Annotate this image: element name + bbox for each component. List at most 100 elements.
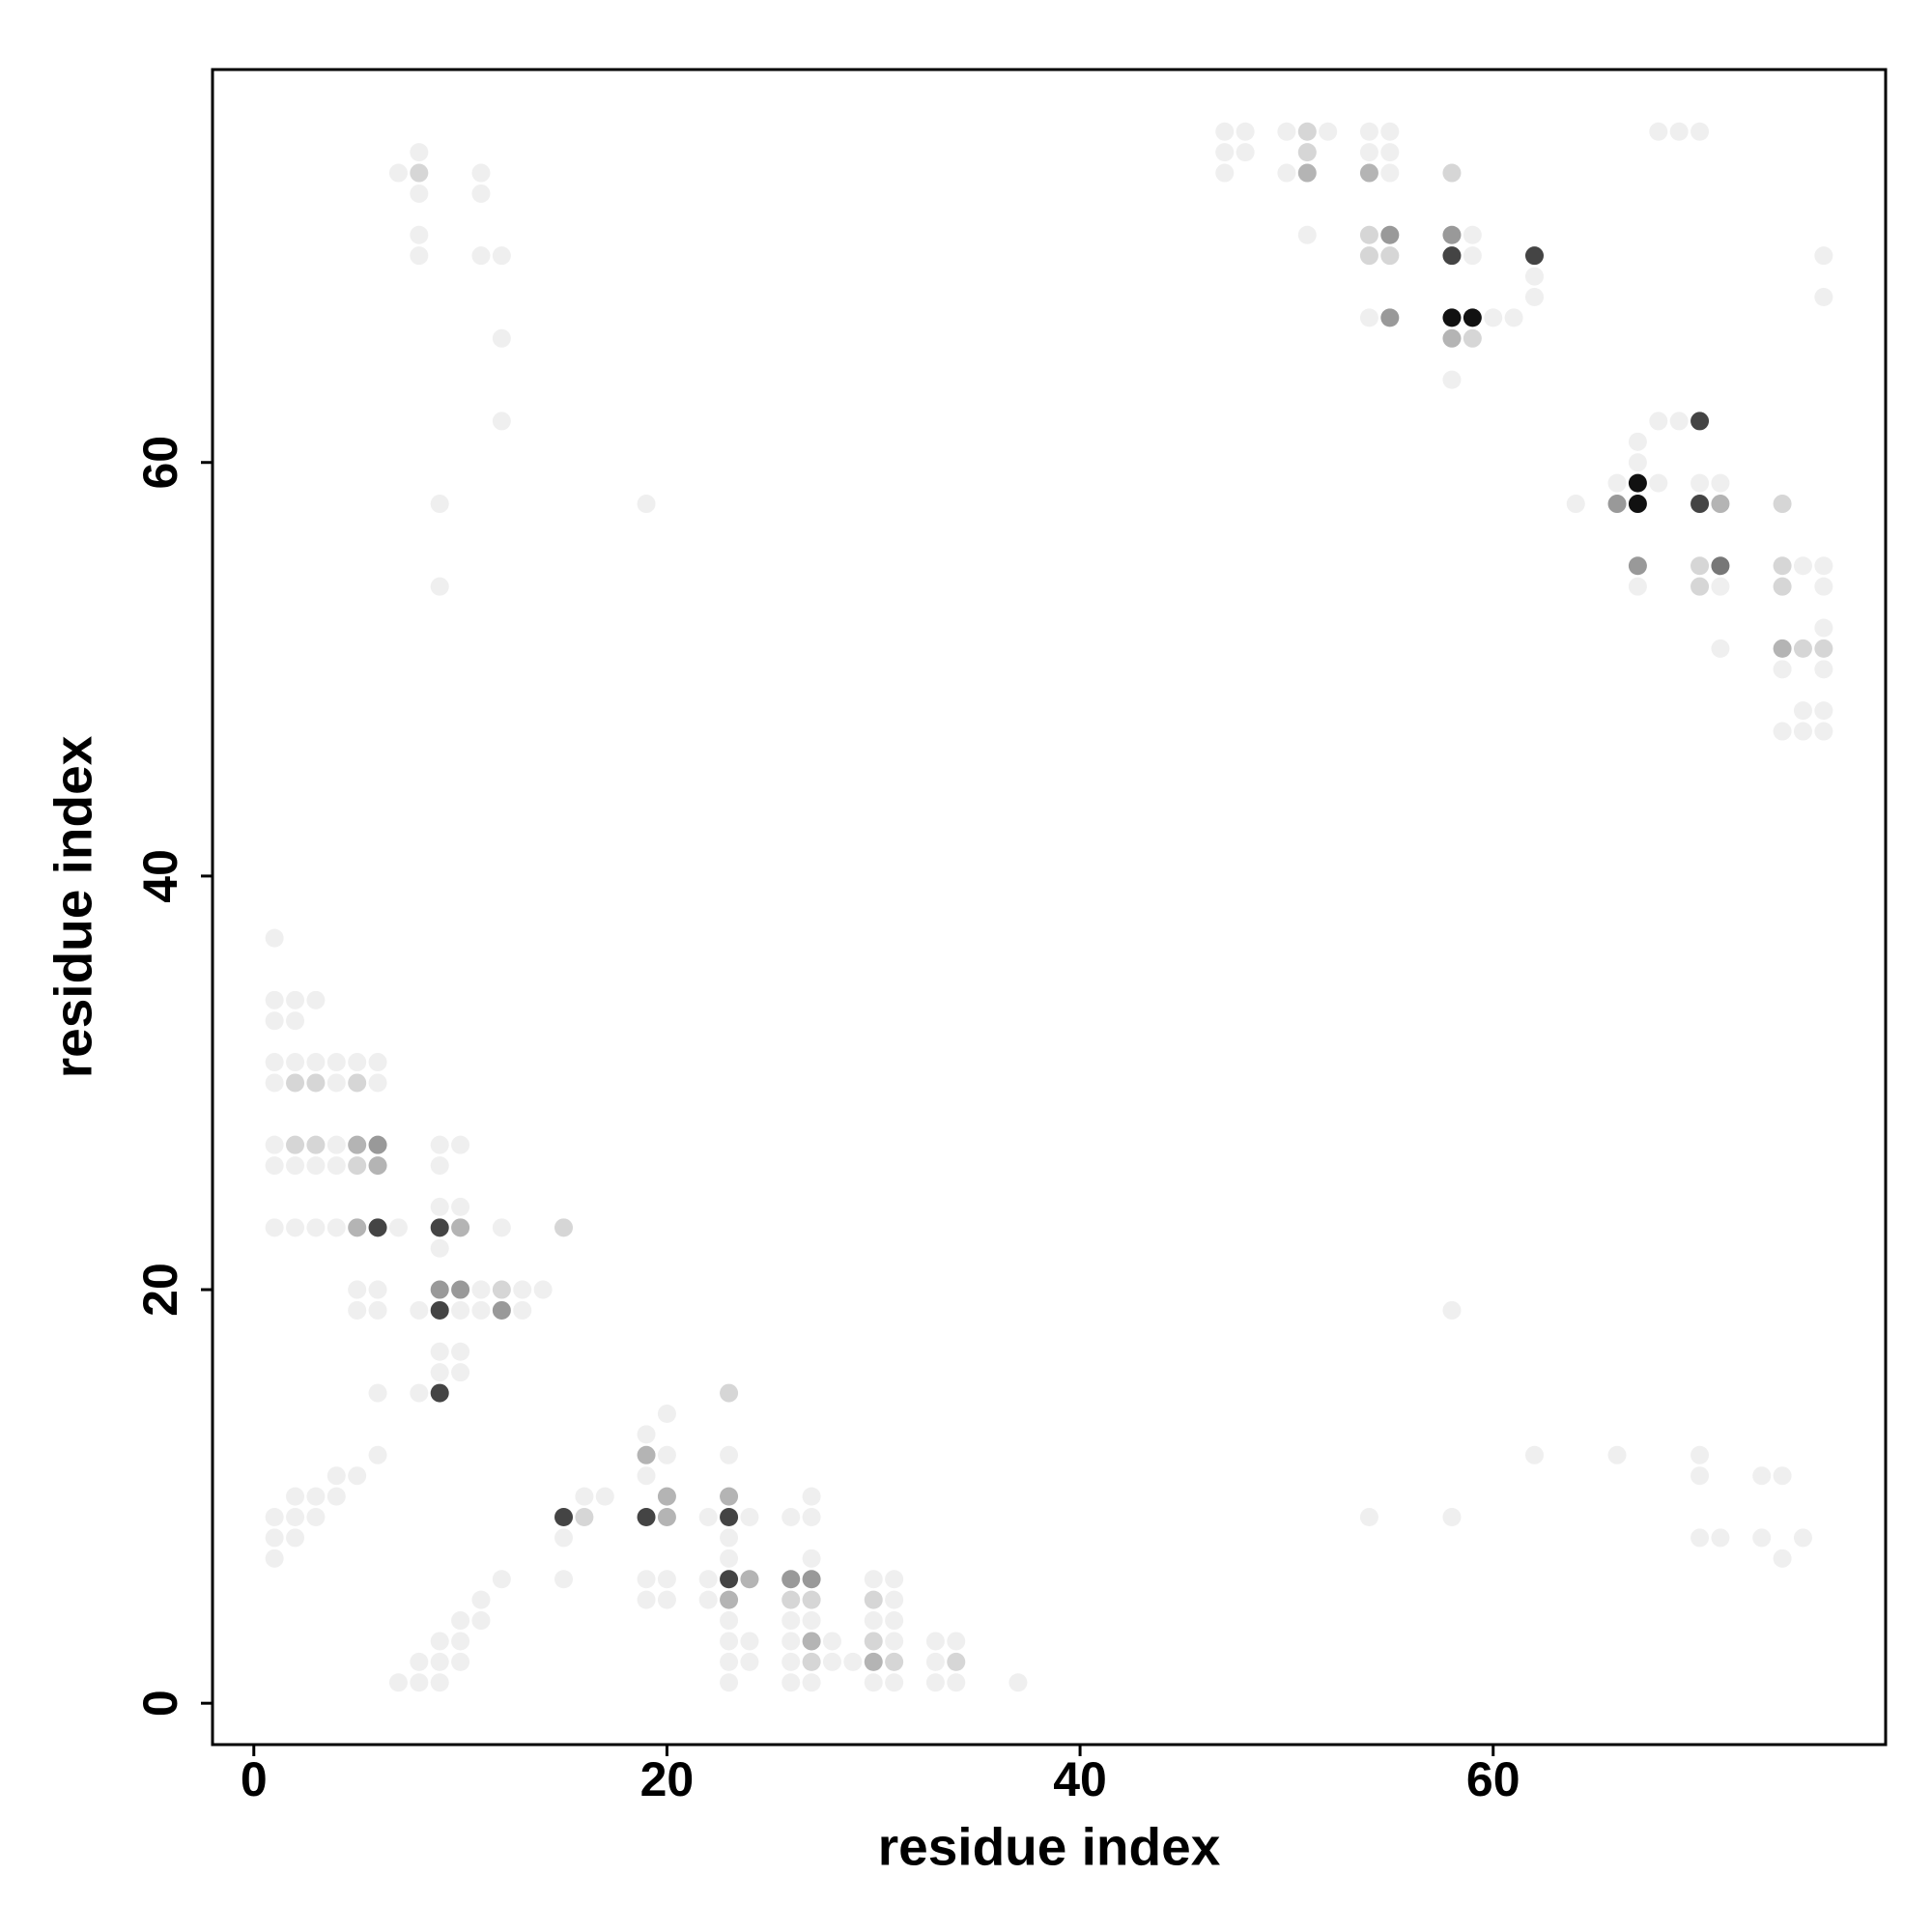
point xyxy=(430,1156,449,1176)
point xyxy=(451,1135,470,1154)
point xyxy=(451,1197,470,1216)
point xyxy=(388,1218,408,1237)
point xyxy=(348,1218,367,1237)
point xyxy=(1773,639,1792,658)
point xyxy=(368,1383,387,1403)
point xyxy=(802,1570,821,1589)
point xyxy=(781,1590,801,1609)
point xyxy=(1690,556,1710,576)
point xyxy=(1814,556,1833,576)
point xyxy=(740,1508,759,1527)
point xyxy=(1690,473,1710,493)
point xyxy=(781,1632,801,1651)
point xyxy=(410,1673,429,1692)
point xyxy=(1524,1445,1544,1464)
point xyxy=(286,1487,305,1506)
point xyxy=(1463,225,1482,244)
point xyxy=(698,1590,718,1609)
point xyxy=(368,1300,387,1320)
point xyxy=(410,1300,429,1320)
point xyxy=(388,1673,408,1692)
point xyxy=(513,1280,532,1299)
point xyxy=(1814,618,1833,638)
point xyxy=(781,1652,801,1671)
point xyxy=(1628,556,1647,576)
point xyxy=(451,1218,470,1237)
point xyxy=(1628,495,1647,514)
point xyxy=(1669,122,1689,141)
point xyxy=(410,225,429,244)
point xyxy=(368,1280,387,1299)
point xyxy=(1773,556,1792,576)
point xyxy=(802,1632,821,1651)
point xyxy=(348,1156,367,1176)
point xyxy=(348,1466,367,1486)
point xyxy=(1649,473,1668,493)
plot-frame xyxy=(211,68,1888,1747)
point xyxy=(265,1156,284,1176)
point xyxy=(327,1156,346,1176)
point xyxy=(430,1300,449,1320)
point xyxy=(843,1652,863,1671)
point xyxy=(720,1611,739,1631)
point xyxy=(864,1611,883,1631)
point xyxy=(327,1487,346,1506)
point xyxy=(265,1073,284,1093)
y-tick-label: 40 xyxy=(133,849,187,903)
point xyxy=(368,1053,387,1072)
point xyxy=(1442,1300,1462,1320)
point xyxy=(492,1300,511,1320)
point xyxy=(822,1632,841,1651)
point xyxy=(430,1632,449,1651)
point xyxy=(720,1487,739,1506)
point xyxy=(1628,432,1647,451)
point xyxy=(637,1570,656,1589)
point xyxy=(1690,1466,1710,1486)
point xyxy=(1380,143,1400,162)
point xyxy=(740,1632,759,1651)
point xyxy=(306,1218,326,1237)
point xyxy=(885,1673,904,1692)
point xyxy=(925,1673,945,1692)
point xyxy=(1319,122,1338,141)
point xyxy=(430,1673,449,1692)
point xyxy=(720,1652,739,1671)
point xyxy=(471,1611,491,1631)
point xyxy=(286,1135,305,1154)
point xyxy=(368,1445,387,1464)
point xyxy=(1711,639,1730,658)
point xyxy=(1752,1466,1772,1486)
point xyxy=(430,1280,449,1299)
point xyxy=(1463,246,1482,266)
point xyxy=(1442,225,1462,244)
point xyxy=(306,1073,326,1093)
point xyxy=(554,1508,574,1527)
point xyxy=(925,1652,945,1671)
point xyxy=(947,1673,966,1692)
point xyxy=(1628,577,1647,596)
point xyxy=(471,246,491,266)
point xyxy=(1524,267,1544,286)
point xyxy=(637,1508,656,1527)
point xyxy=(471,1280,491,1299)
x-tick-label: 40 xyxy=(1053,1752,1107,1806)
point xyxy=(885,1611,904,1631)
point xyxy=(822,1652,841,1671)
point xyxy=(1669,412,1689,431)
point xyxy=(1504,308,1523,327)
point xyxy=(471,1590,491,1609)
point xyxy=(430,1135,449,1154)
point xyxy=(430,1238,449,1258)
point xyxy=(637,1445,656,1464)
point xyxy=(471,1300,491,1320)
point xyxy=(1773,1466,1792,1486)
point xyxy=(492,246,511,266)
point xyxy=(1442,328,1462,348)
x-tick-label: 0 xyxy=(241,1752,268,1806)
point xyxy=(554,1570,574,1589)
point xyxy=(430,1383,449,1403)
point xyxy=(265,1218,284,1237)
point xyxy=(781,1508,801,1527)
point xyxy=(864,1570,883,1589)
